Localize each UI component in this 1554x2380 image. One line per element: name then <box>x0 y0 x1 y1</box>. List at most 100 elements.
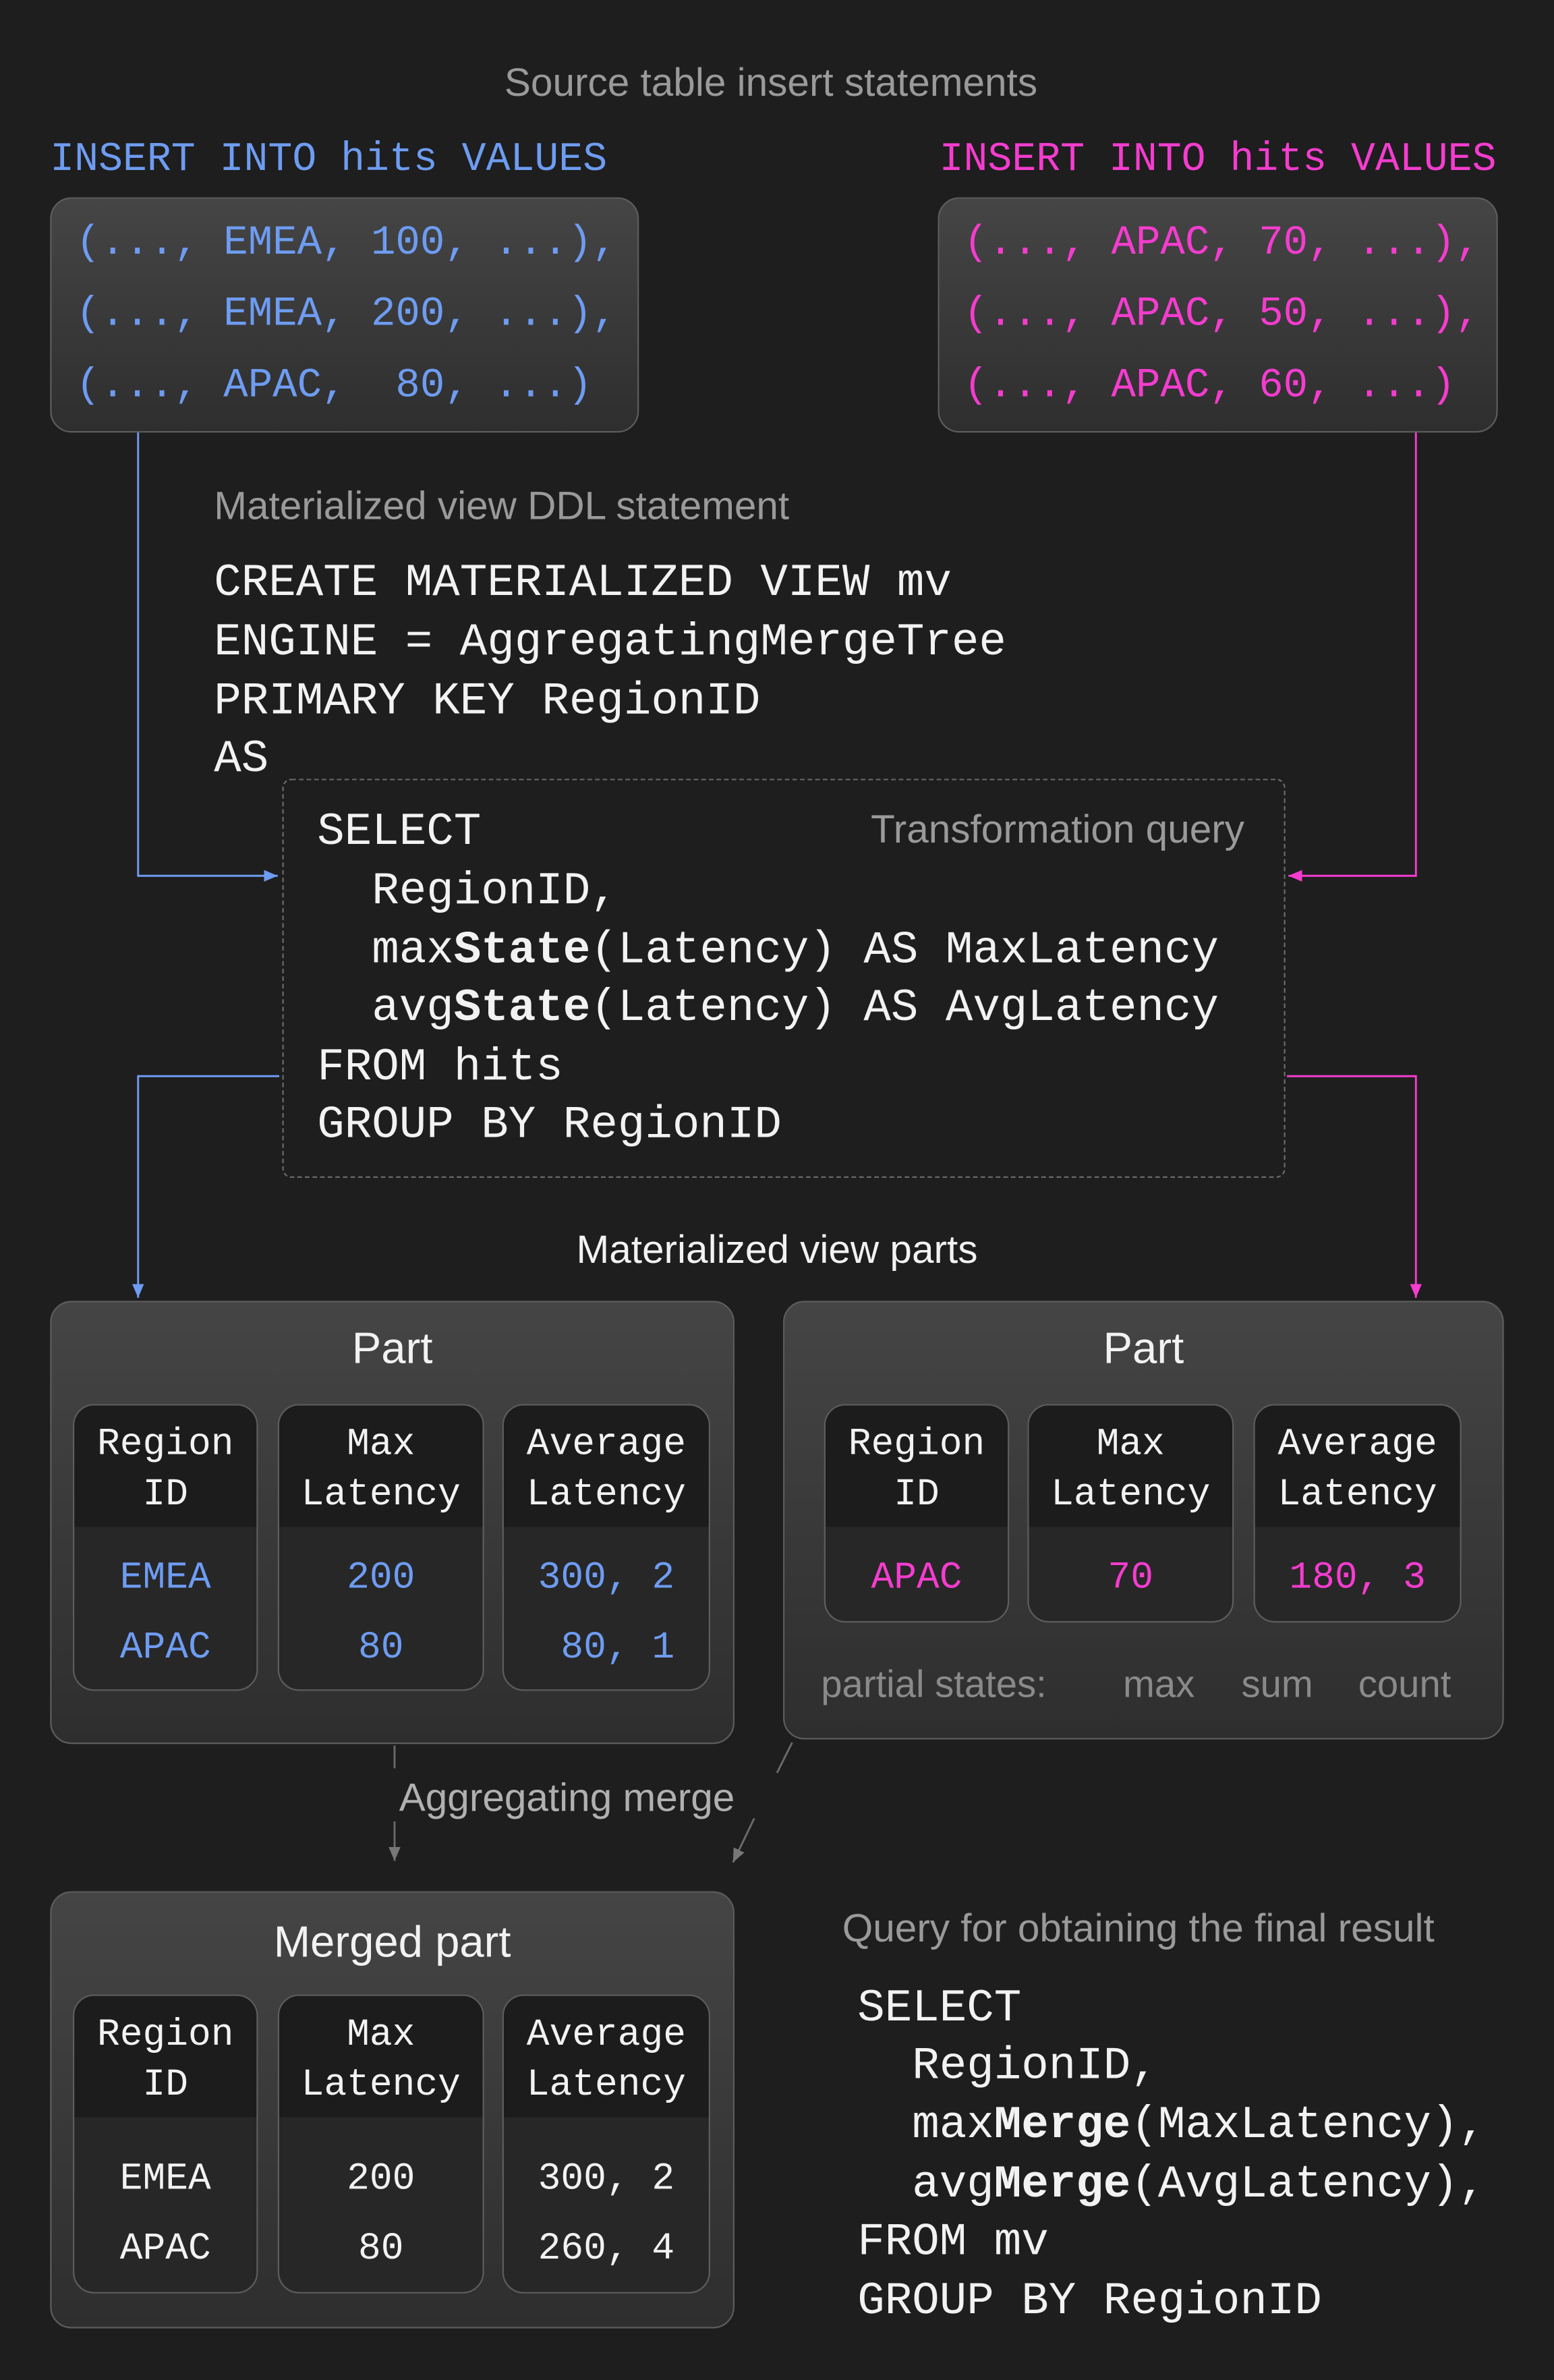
table-column: Max Latency 70 <box>1027 1404 1234 1623</box>
column-header: Latency <box>301 2062 461 2107</box>
code-line: GROUP BY RegionID <box>317 1104 782 1150</box>
column-header-bg <box>504 1405 709 1527</box>
insert-right-box: (..., APAC, 70, ...), (..., APAC, 50, ..… <box>938 197 1498 433</box>
code-segment: (MaxLatency), <box>1130 2101 1486 2153</box>
code-segment: FROM hits <box>317 1042 563 1095</box>
code-line: SELECT <box>857 1987 1021 2033</box>
table-column: Max Latency 200 80 <box>277 1404 484 1691</box>
blue-arrow-to-query <box>137 431 278 882</box>
column-header-bg <box>1255 1405 1460 1527</box>
column-header: Latency <box>301 1472 461 1517</box>
ddl-label: Materialized view DDL statement <box>214 482 790 529</box>
insert-row: (..., APAC, 60, ...) <box>963 364 1456 410</box>
partial-state-max: max <box>1123 1664 1195 1706</box>
table-column: Region ID EMEA APAC <box>73 1994 258 2294</box>
table-column: Average Latency 180, 3 <box>1253 1404 1462 1623</box>
merge-label: Aggregating merge <box>399 1774 735 1820</box>
column-header-bg <box>504 1995 709 2118</box>
code-segment: avg <box>857 2159 994 2212</box>
mv-parts-label: Materialized view parts <box>576 1226 978 1272</box>
code-segment: max <box>857 2101 994 2153</box>
partial-states-label: partial states: <box>821 1664 1047 1706</box>
table-column: Max Latency 200 80 <box>277 1994 484 2294</box>
column-header: Region <box>848 1422 985 1467</box>
table-cell: 300, 2 <box>538 1556 675 1600</box>
code-segment: (AvgLatency), <box>1130 2159 1486 2212</box>
code-line: FROM mv <box>857 2221 1049 2267</box>
column-header: Max <box>347 1422 415 1467</box>
code-segment: SELECT <box>317 808 482 859</box>
insert-row: (..., EMEA, 100, ...), <box>76 221 617 267</box>
column-header: Max <box>347 2012 415 2057</box>
column-header: Average <box>526 1422 687 1467</box>
table-cell: 80 <box>357 1625 404 1670</box>
code-line: avgState(Latency) AS AvgLatency <box>317 987 1219 1033</box>
table-cell: EMEA <box>119 1556 211 1600</box>
code-line: GROUP BY RegionID <box>857 2280 1322 2326</box>
column-header: Latency <box>526 1472 687 1517</box>
column-header-bg <box>74 1405 257 1527</box>
source-title: Source table insert statements <box>504 59 1038 105</box>
code-segment: GROUP BY RegionID <box>317 1100 782 1152</box>
merge-arrow-right <box>733 1742 793 1863</box>
table-column: Region ID APAC <box>824 1404 1010 1623</box>
column-header-bg <box>1029 1405 1232 1527</box>
ddl-line: AS <box>214 735 269 787</box>
column-header: Average <box>1277 1422 1437 1467</box>
code-segment: RegionID, <box>317 866 618 919</box>
code-line: maxState(Latency) AS MaxLatency <box>317 929 1219 975</box>
part-title: Part <box>351 1325 433 1374</box>
final-query-label: Query for obtaining the final result <box>842 1904 1435 1951</box>
column-header: ID <box>142 2062 188 2107</box>
table-cell: 80, 1 <box>538 1625 675 1670</box>
table-cell: 80 <box>357 2226 404 2271</box>
code-line: SELECT <box>317 811 481 857</box>
table-column: Average Latency 300, 2 260, 4 <box>502 1994 710 2294</box>
column-header-bg <box>826 1405 1008 1527</box>
table-cell: 200 <box>347 2157 415 2201</box>
insert-row: (..., APAC, 70, ...), <box>963 221 1480 267</box>
column-header: Latency <box>526 2062 687 2107</box>
pink-arrow-to-part <box>1287 1075 1422 1298</box>
code-line: RegionID, <box>317 870 618 915</box>
code-segment: FROM mv <box>857 2217 1049 2269</box>
table-cell: 180, 3 <box>1289 1556 1426 1600</box>
ddl-line: CREATE MATERIALIZED VIEW mv <box>214 559 952 611</box>
pink-arrow-to-query <box>1288 431 1417 882</box>
part-title: Part <box>1103 1325 1184 1374</box>
table-column: Region ID EMEA APAC <box>73 1404 258 1691</box>
ddl-line: PRIMARY KEY RegionID <box>214 677 761 729</box>
code-segment: SELECT <box>857 1983 1022 2036</box>
column-header: Region <box>96 2012 234 2057</box>
column-header-bg <box>74 1995 257 2118</box>
table-cell: APAC <box>871 1556 962 1600</box>
column-header-bg <box>279 1995 483 2118</box>
code-line: avgMerge(AvgLatency), <box>857 2163 1486 2209</box>
blue-arrow-to-part <box>132 1075 279 1298</box>
code-segment: GROUP BY RegionID <box>857 2277 1322 2329</box>
column-header-bg <box>279 1405 483 1527</box>
transformation-label: Transformation query <box>871 805 1244 852</box>
code-segment: (Latency) AS MaxLatency <box>590 926 1219 978</box>
code-segment: (Latency) AS AvgLatency <box>590 984 1219 1036</box>
table-cell: APAC <box>119 1625 211 1670</box>
code-keyword: Merge <box>994 2159 1131 2212</box>
table-cell: APAC <box>119 2226 211 2271</box>
code-segment: max <box>317 926 454 978</box>
table-column: Average Latency 300, 2 80, 1 <box>502 1404 710 1691</box>
insert-row: (..., APAC, 80, ...) <box>76 364 593 410</box>
insert-row: (..., EMEA, 200, ...), <box>76 293 617 339</box>
partial-state-sum: sum <box>1241 1664 1313 1706</box>
table-cell: EMEA <box>119 2157 211 2201</box>
column-header: ID <box>894 1472 940 1517</box>
column-header: Latency <box>1051 1472 1211 1517</box>
table-cell: 260, 4 <box>538 2226 675 2271</box>
code-segment: avg <box>317 984 454 1036</box>
code-keyword: Merge <box>994 2101 1131 2153</box>
insert-row: (..., APAC, 50, ...), <box>963 293 1480 339</box>
code-line: RegionID, <box>857 2045 1158 2091</box>
column-header: ID <box>142 1472 188 1517</box>
code-keyword: State <box>453 926 591 978</box>
insert-right-header: INSERT INTO hits VALUES <box>939 136 1497 183</box>
